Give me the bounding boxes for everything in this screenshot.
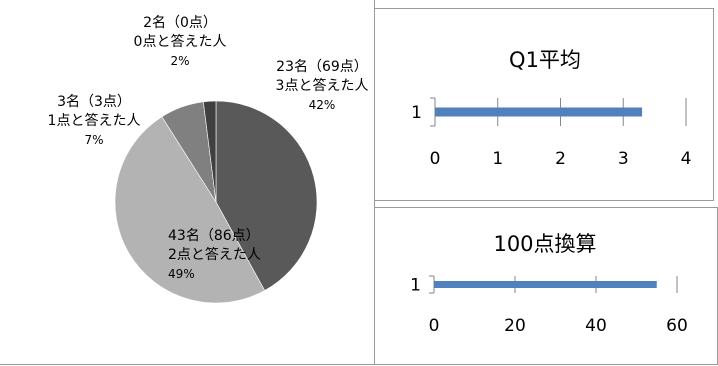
score-bar <box>434 281 657 288</box>
pie-slice-4 <box>203 100 217 203</box>
pie-label-2: 43名（86点） 2点と答えた人 49% <box>168 228 261 281</box>
pie-chart: 23名（69点） 3点と答えた人 42% 43名（86点） 2点と答えた人 49% 3名（3… <box>48 15 369 304</box>
score-category-label: 1 <box>410 276 421 296</box>
pie-label-1: 23名（69点） 3点と答えた人 42% <box>276 59 369 112</box>
q1-x-tick-4: 4 <box>681 149 692 169</box>
score-x-tick-60: 60 <box>666 316 688 336</box>
q1-x-tick-0: 0 <box>430 149 441 169</box>
q1-average-chart: Q1平均 0 1 2 3 4 1 <box>411 48 692 169</box>
score-x-tick-40: 40 <box>585 316 607 336</box>
pie-label-3: 3名（3点） 1点と答えた人 7% <box>48 94 141 147</box>
q1-category-label: 1 <box>411 103 422 123</box>
q1-x-tick-2: 2 <box>555 149 566 169</box>
q1-bar <box>435 107 643 117</box>
score-x-tick-20: 20 <box>504 316 526 336</box>
pie-chart-panel: 23名（69点） 3点と答えた人 42% 43名（86点） 2点と答えた人 49% 3名（3… <box>0 0 375 365</box>
score-title: 100点換算 <box>493 232 596 256</box>
q1-x-tick-3: 3 <box>618 149 629 169</box>
score-x-tick-0: 0 <box>429 316 440 336</box>
q1-x-tick-1: 1 <box>492 149 503 169</box>
pie-slice-2 <box>114 116 266 304</box>
pie-slice-1 <box>215 100 318 291</box>
pie-label-4: 2名（0点） 0点と答えた人 2% <box>134 15 227 68</box>
score-100-panel: 100点換算 0 20 40 60 1 <box>374 207 718 365</box>
q1-average-panel: Q1平均 0 1 2 3 4 1 <box>374 8 714 201</box>
q1-title: Q1平均 <box>509 48 581 72</box>
score-100-chart: 100点換算 0 20 40 60 1 <box>410 232 688 336</box>
